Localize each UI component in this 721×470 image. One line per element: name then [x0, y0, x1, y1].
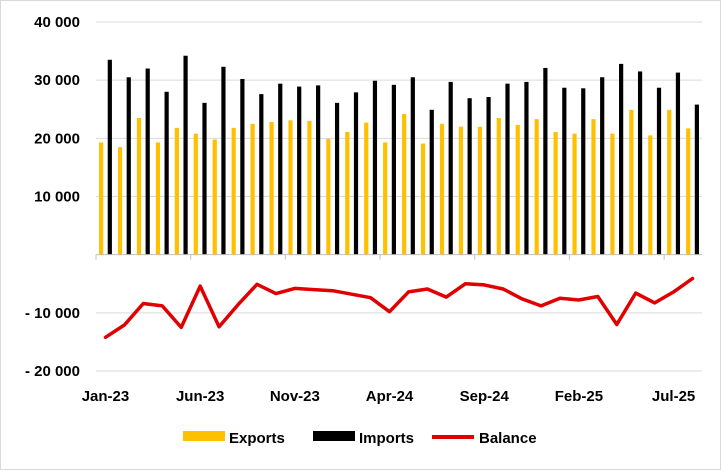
exports-bar — [572, 133, 577, 255]
x-tick-label: Jan-23 — [82, 388, 130, 405]
imports-bar — [164, 91, 169, 255]
x-tick-label: Jun-23 — [176, 388, 224, 405]
imports-bar — [297, 86, 302, 255]
x-tick-label: Apr-24 — [366, 388, 414, 405]
x-tick-label: Nov-23 — [270, 388, 320, 405]
imports-bar — [619, 63, 624, 255]
exports-bar — [269, 122, 274, 255]
imports-bar — [581, 88, 586, 255]
imports-bar — [675, 72, 681, 255]
y-tick-labels: 40 000 30 000 20 000 10 000 - 10 000 - 20 000 — [25, 14, 80, 380]
imports-bar — [316, 85, 321, 255]
imports-bar — [240, 79, 245, 255]
exports-bar — [117, 147, 123, 255]
exports-bar — [402, 113, 407, 255]
legend-imports-swatch — [313, 431, 355, 441]
exports-bar — [515, 124, 520, 255]
balance-series-line — [103, 276, 695, 340]
legend-exports-label: Exports — [229, 430, 285, 447]
balance-line — [103, 276, 695, 340]
imports-bar — [107, 59, 112, 255]
y-tick-label: 10 000 — [34, 189, 80, 206]
exports-bar — [667, 109, 672, 255]
imports-bar — [353, 92, 359, 255]
imports-bar — [278, 83, 283, 255]
imports-bar — [259, 94, 264, 255]
exports-bar — [610, 133, 615, 255]
bars — [99, 55, 699, 255]
y-tick-label: 20 000 — [34, 130, 80, 147]
legend-imports-label: Imports — [359, 430, 414, 447]
imports-bar — [448, 81, 453, 255]
x-tick-label: Jul-25 — [652, 388, 695, 405]
exports-bar — [496, 117, 501, 255]
imports-bar — [183, 55, 188, 255]
exports-bar — [345, 131, 350, 255]
exports-bar — [458, 126, 464, 255]
exports-bar — [250, 123, 255, 255]
y-tick-label: - 20 000 — [25, 363, 80, 380]
imports-bar — [126, 77, 131, 255]
exports-bar — [629, 109, 634, 255]
exports-bar — [553, 131, 558, 255]
exports-bar — [686, 128, 691, 255]
imports-bar — [562, 87, 567, 255]
exports-bar — [174, 127, 179, 255]
exports-bar — [155, 142, 161, 255]
imports-bar — [600, 77, 605, 255]
x-tick-label: Sep-24 — [460, 388, 510, 405]
exports-bar — [99, 142, 104, 255]
exports-bar — [288, 120, 293, 255]
imports-bar — [543, 67, 548, 255]
exports-bar — [439, 123, 445, 255]
exports-bar — [136, 117, 142, 255]
imports-bar — [334, 102, 340, 255]
imports-bar — [429, 109, 434, 255]
exports-bar — [648, 135, 653, 255]
imports-bar — [694, 104, 699, 255]
y-tick-label: - 10 000 — [25, 305, 80, 322]
x-tick-labels: Jan-23 Jun-23 Nov-23 Apr-24 Sep-24 Feb-25 Jul-… — [82, 388, 696, 405]
x-tick-label: Feb-25 — [555, 388, 603, 405]
exports-bar — [364, 122, 369, 255]
x-axis — [95, 254, 702, 260]
exports-bar — [591, 119, 596, 255]
legend-balance-label: Balance — [479, 430, 537, 447]
imports-bar — [637, 71, 643, 255]
imports-bar — [391, 84, 396, 255]
imports-bar — [486, 97, 491, 255]
imports-bar — [372, 80, 378, 255]
exports-bar — [477, 126, 482, 255]
exports-bar — [383, 142, 388, 255]
imports-bar — [202, 102, 207, 255]
exports-bar — [420, 143, 426, 255]
exports-bar — [534, 119, 539, 255]
y-tick-label: 40 000 — [34, 14, 80, 31]
legend: Exports Imports Balance — [183, 430, 537, 447]
imports-bar — [410, 77, 415, 255]
legend-exports-swatch — [183, 431, 225, 441]
imports-bar — [656, 87, 662, 255]
y-tick-label: 30 000 — [34, 72, 80, 89]
imports-bar — [467, 98, 472, 255]
exports-bar — [326, 138, 331, 255]
exports-bar — [231, 127, 236, 255]
imports-bar — [505, 83, 510, 255]
exports-bar — [193, 133, 198, 255]
exports-bar — [307, 120, 312, 255]
imports-bar — [145, 68, 150, 255]
imports-bar — [221, 66, 226, 255]
exports-bar — [212, 139, 217, 255]
imports-bar — [524, 81, 529, 255]
